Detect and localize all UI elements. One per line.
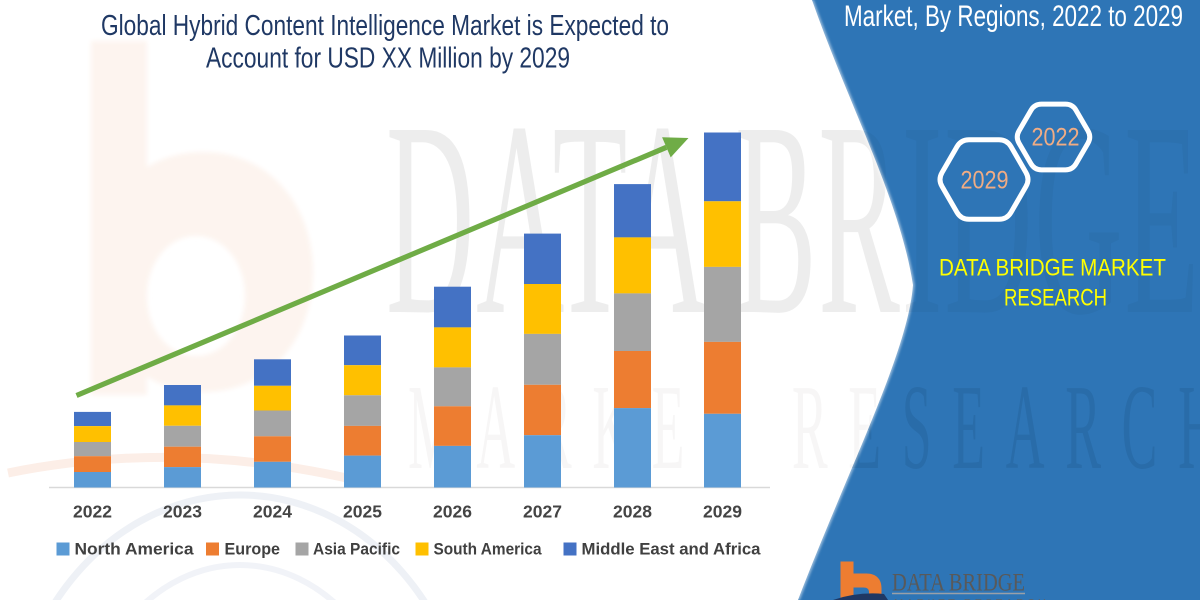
- svg-text:Europe: Europe: [225, 540, 281, 559]
- svg-text:2027: 2027: [523, 502, 562, 522]
- svg-text:2028: 2028: [613, 502, 652, 522]
- svg-text:Account for USD XX Million by: Account for USD XX Million by 2029: [206, 43, 570, 75]
- svg-text:South America: South America: [434, 540, 542, 559]
- svg-text:2029: 2029: [703, 502, 742, 522]
- svg-text:2029: 2029: [961, 167, 1009, 195]
- svg-text:Market, By Regions, 2022 to 20: Market, By Regions, 2022 to 2029: [844, 0, 1183, 33]
- svg-text:Asia Pacific: Asia Pacific: [313, 540, 400, 559]
- svg-text:MARKET RESEARCH: MARKET RESEARCH: [894, 598, 1049, 600]
- svg-text:Global Hybrid Content Intellig: Global Hybrid Content Intelligence Marke…: [101, 10, 669, 42]
- svg-text:Middle East and Africa: Middle East and Africa: [582, 540, 762, 559]
- svg-text:DATA BRIDGE: DATA BRIDGE: [892, 570, 1025, 597]
- svg-text:2025: 2025: [343, 502, 382, 522]
- svg-text:DATA BRIDGE MARKET: DATA BRIDGE MARKET: [939, 255, 1166, 282]
- svg-text:2023: 2023: [163, 502, 202, 522]
- svg-text:2026: 2026: [433, 502, 472, 522]
- svg-text:2022: 2022: [73, 502, 112, 522]
- svg-text:North America: North America: [75, 540, 195, 559]
- svg-text:2024: 2024: [253, 502, 292, 522]
- svg-text:2022: 2022: [1032, 124, 1080, 152]
- svg-text:RESEARCH: RESEARCH: [1004, 285, 1107, 312]
